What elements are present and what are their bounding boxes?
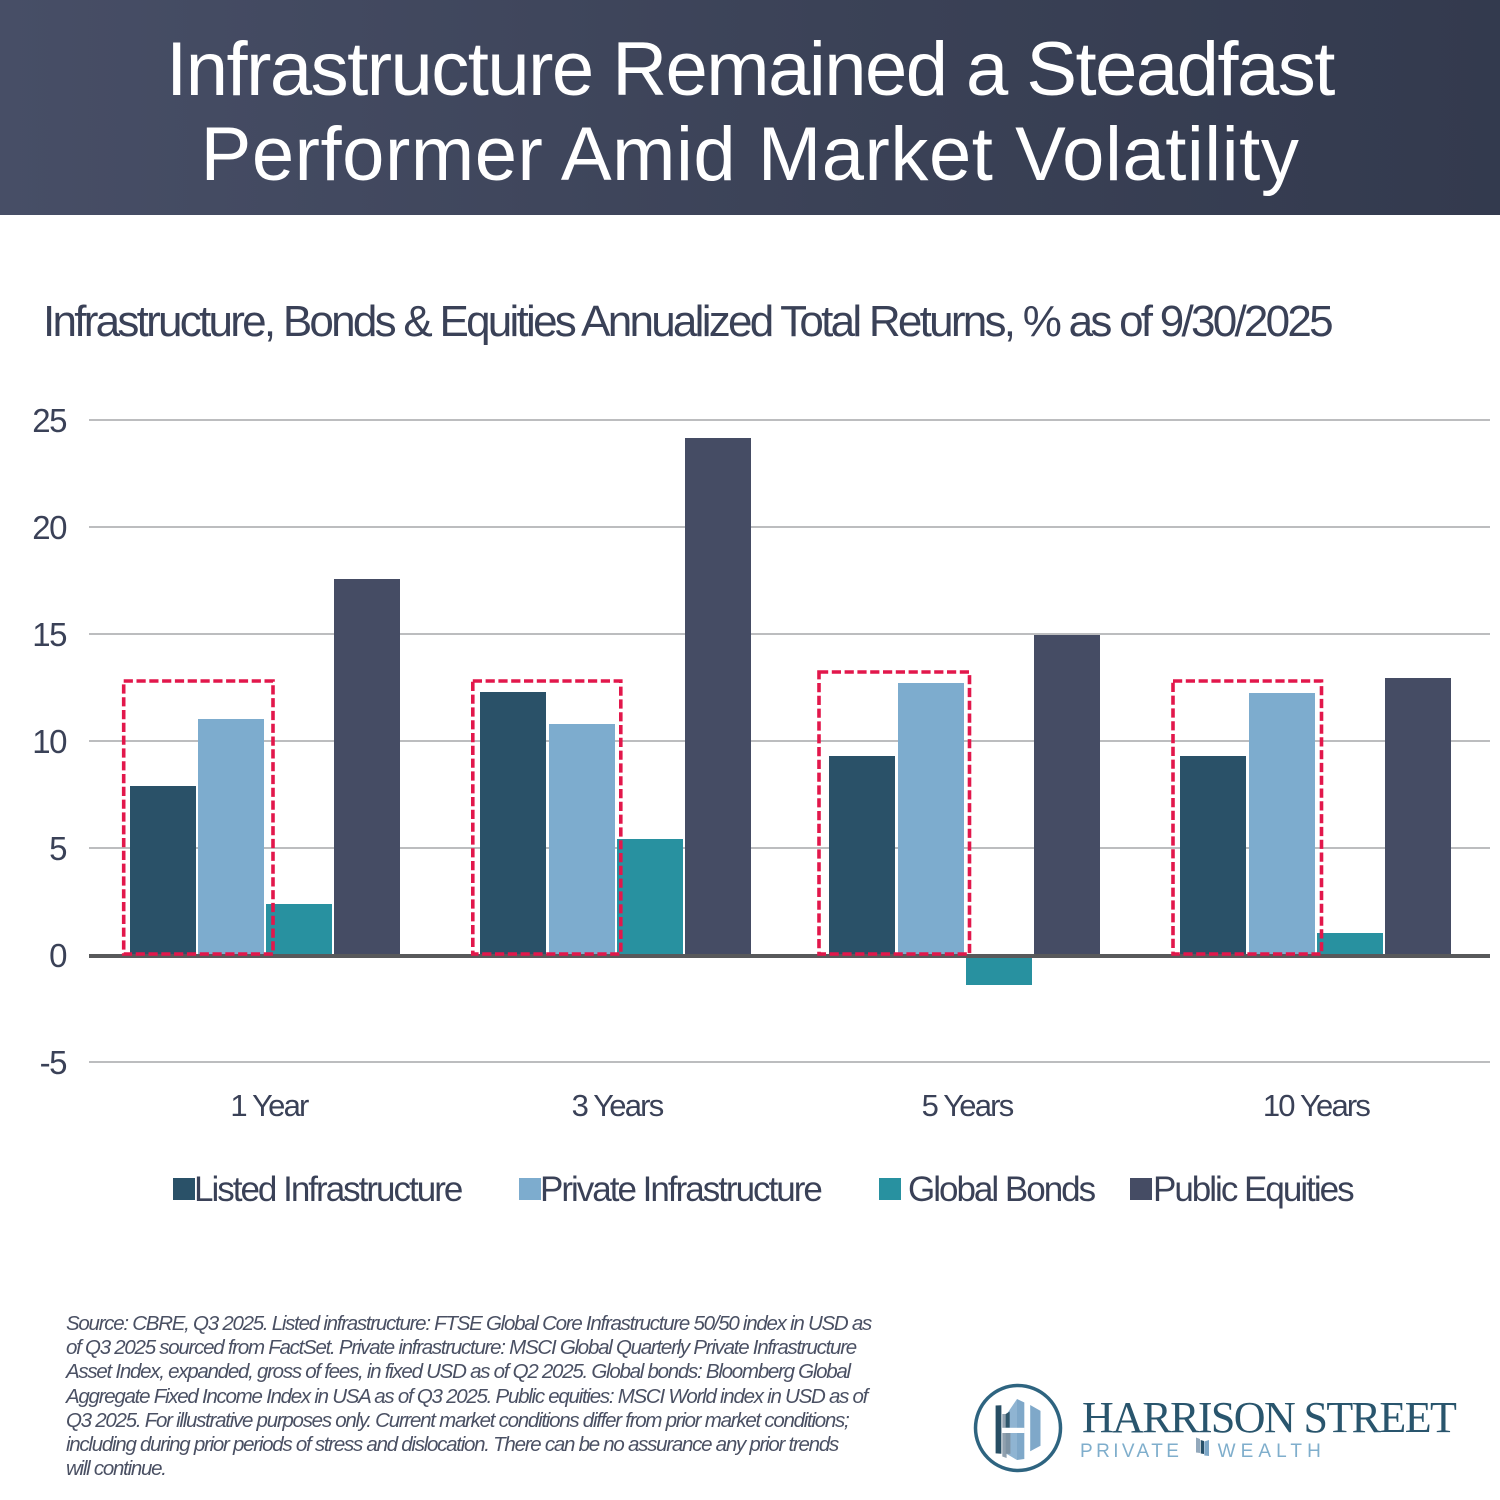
- svg-text:PRIVATE: PRIVATE: [1080, 1441, 1182, 1462]
- svg-text:HARRISON STREET: HARRISON STREET: [1082, 1393, 1457, 1442]
- svg-text:WEALTH: WEALTH: [1218, 1441, 1326, 1462]
